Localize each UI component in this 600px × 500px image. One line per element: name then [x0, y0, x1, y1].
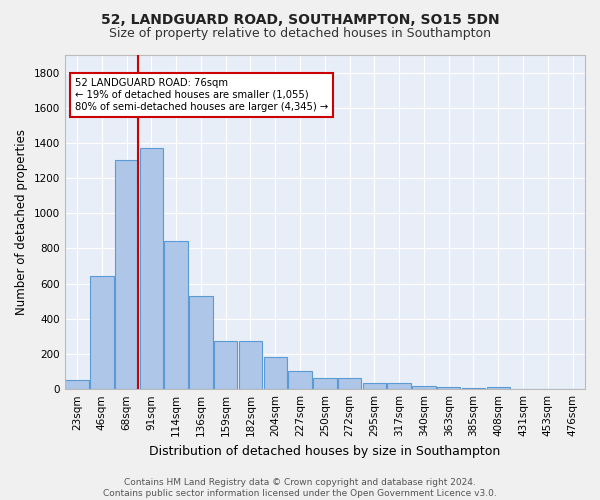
Text: 52 LANDGUARD ROAD: 76sqm
← 19% of detached houses are smaller (1,055)
80% of sem: 52 LANDGUARD ROAD: 76sqm ← 19% of detach… — [75, 78, 328, 112]
Bar — [189, 296, 213, 389]
Bar — [65, 380, 89, 389]
Bar — [388, 383, 411, 389]
Bar — [90, 276, 113, 389]
Bar — [412, 386, 436, 389]
Text: Contains HM Land Registry data © Crown copyright and database right 2024.
Contai: Contains HM Land Registry data © Crown c… — [103, 478, 497, 498]
Bar — [462, 388, 485, 389]
Bar — [288, 370, 312, 389]
Text: 52, LANDGUARD ROAD, SOUTHAMPTON, SO15 5DN: 52, LANDGUARD ROAD, SOUTHAMPTON, SO15 5D… — [101, 12, 499, 26]
Bar — [214, 341, 238, 389]
Bar — [263, 356, 287, 389]
Y-axis label: Number of detached properties: Number of detached properties — [15, 129, 28, 315]
Bar — [487, 386, 510, 389]
Bar — [239, 341, 262, 389]
Bar — [338, 378, 361, 389]
Bar — [313, 378, 337, 389]
Text: Size of property relative to detached houses in Southampton: Size of property relative to detached ho… — [109, 28, 491, 40]
Bar — [362, 383, 386, 389]
Bar — [164, 242, 188, 389]
Bar — [437, 387, 460, 389]
X-axis label: Distribution of detached houses by size in Southampton: Distribution of detached houses by size … — [149, 444, 500, 458]
Bar — [115, 160, 139, 389]
Bar — [140, 148, 163, 389]
